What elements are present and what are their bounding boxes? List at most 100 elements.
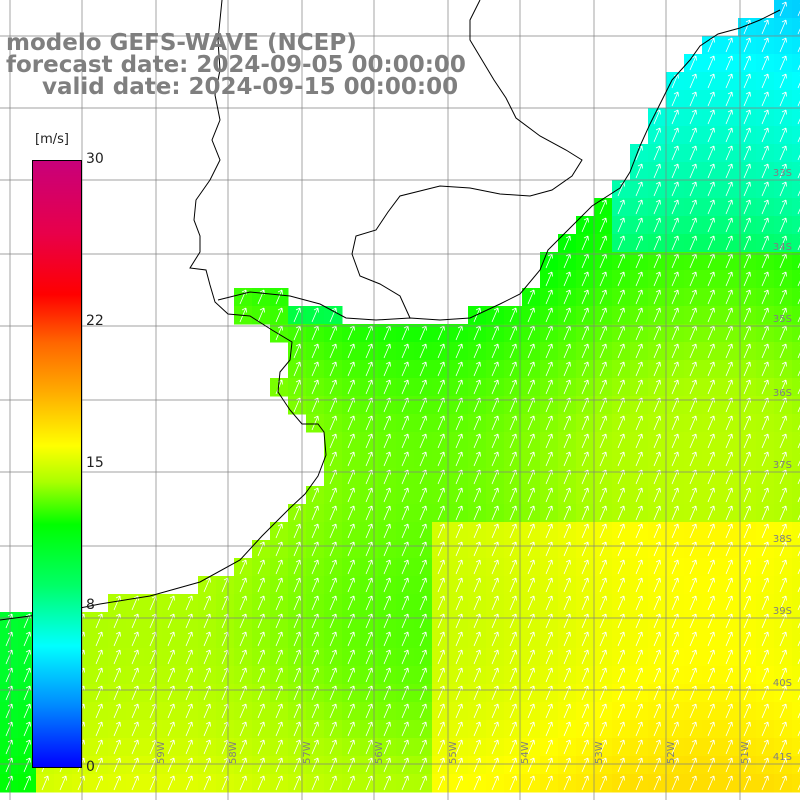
wind-arrow [653, 145, 661, 161]
wind-arrow [761, 235, 769, 251]
wind-arrow [509, 577, 517, 593]
wind-speed-cell [792, 306, 800, 325]
wind-arrow [95, 757, 103, 773]
wind-arrow [653, 307, 661, 323]
wind-arrow [23, 631, 31, 647]
wind-arrow [689, 343, 697, 359]
wind-arrow [365, 451, 373, 467]
wind-arrow [707, 631, 715, 647]
wind-arrow [653, 127, 661, 143]
wind-arrow [203, 667, 211, 683]
wind-arrow [347, 559, 355, 575]
wind-arrow [617, 595, 625, 611]
wind-arrow [473, 739, 481, 755]
wind-arrow [275, 703, 283, 719]
wind-arrow [311, 595, 319, 611]
wind-arrow [401, 577, 409, 593]
wind-arrow [545, 505, 553, 521]
wind-arrow [167, 703, 175, 719]
wind-arrow [329, 523, 337, 539]
wind-speed-cell [792, 198, 800, 217]
wind-arrow [293, 631, 301, 647]
wind-arrow [635, 721, 643, 737]
wind-arrow [689, 667, 697, 683]
wind-arrow [401, 487, 409, 503]
wind-speed-cell [792, 36, 800, 55]
wind-arrow [581, 451, 589, 467]
wind-arrow [473, 505, 481, 521]
wind-arrow [239, 667, 247, 683]
wind-arrow [797, 687, 800, 701]
wind-arrow [491, 487, 499, 503]
wind-arrow [671, 559, 679, 575]
wind-arrow [311, 775, 319, 791]
wind-arrow [383, 415, 391, 431]
wind-speed-cell [792, 720, 800, 739]
wind-arrow [527, 667, 535, 683]
wind-arrow [797, 309, 800, 323]
wind-arrow [563, 649, 571, 665]
wind-speed-cell [792, 378, 800, 397]
wind-arrow [797, 237, 800, 251]
wind-arrow [797, 741, 800, 755]
wind-arrow [419, 721, 427, 737]
wind-arrow [689, 559, 697, 575]
wind-arrow [599, 523, 607, 539]
wind-arrow [725, 577, 733, 593]
wind-arrow [311, 649, 319, 665]
wind-arrow [491, 595, 499, 611]
wind-arrow [365, 775, 373, 791]
wind-arrow [707, 127, 715, 143]
wind-arrow [617, 703, 625, 719]
wind-arrow [599, 559, 607, 575]
wind-arrow [509, 505, 517, 521]
wind-arrow [599, 289, 607, 305]
wind-speed-cell [792, 594, 800, 613]
wind-arrow [725, 379, 733, 395]
coastline [0, 0, 327, 621]
wind-arrow [725, 271, 733, 287]
wind-arrow [635, 217, 643, 233]
wind-arrow [635, 703, 643, 719]
wind-arrow [329, 379, 337, 395]
wind-arrow [707, 379, 715, 395]
wind-arrow [545, 415, 553, 431]
wind-arrow [725, 91, 733, 107]
wind-arrow [689, 235, 697, 251]
wind-arrow [509, 379, 517, 395]
wind-arrow [329, 595, 337, 611]
wind-arrow [419, 631, 427, 647]
wind-arrow [455, 595, 463, 611]
wind-arrow [185, 721, 193, 737]
wind-arrow [779, 721, 787, 737]
wind-arrow [599, 703, 607, 719]
wind-speed-cell [792, 648, 800, 667]
wind-arrow [419, 775, 427, 791]
wind-arrow [563, 523, 571, 539]
wind-arrow [563, 739, 571, 755]
wind-arrow [23, 667, 31, 683]
wind-arrow [761, 505, 769, 521]
wind-arrow [671, 721, 679, 737]
wind-arrow [761, 451, 769, 467]
wind-arrow [311, 505, 319, 521]
wind-arrow [635, 631, 643, 647]
wind-arrow [23, 649, 31, 665]
wind-arrow [707, 361, 715, 377]
wind-arrow [671, 235, 679, 251]
wind-arrow [707, 415, 715, 431]
wind-arrow [797, 39, 800, 53]
wind-arrow [23, 721, 31, 737]
wind-arrow [725, 109, 733, 125]
wind-arrow [527, 433, 535, 449]
wind-arrow [203, 757, 211, 773]
wind-arrow [743, 55, 751, 71]
wind-arrow [689, 505, 697, 521]
wind-arrow [617, 559, 625, 575]
wind-speed-cell [792, 360, 800, 379]
wind-arrow [491, 577, 499, 593]
wind-arrow [725, 451, 733, 467]
wind-arrow [527, 487, 535, 503]
wind-arrow [491, 757, 499, 773]
